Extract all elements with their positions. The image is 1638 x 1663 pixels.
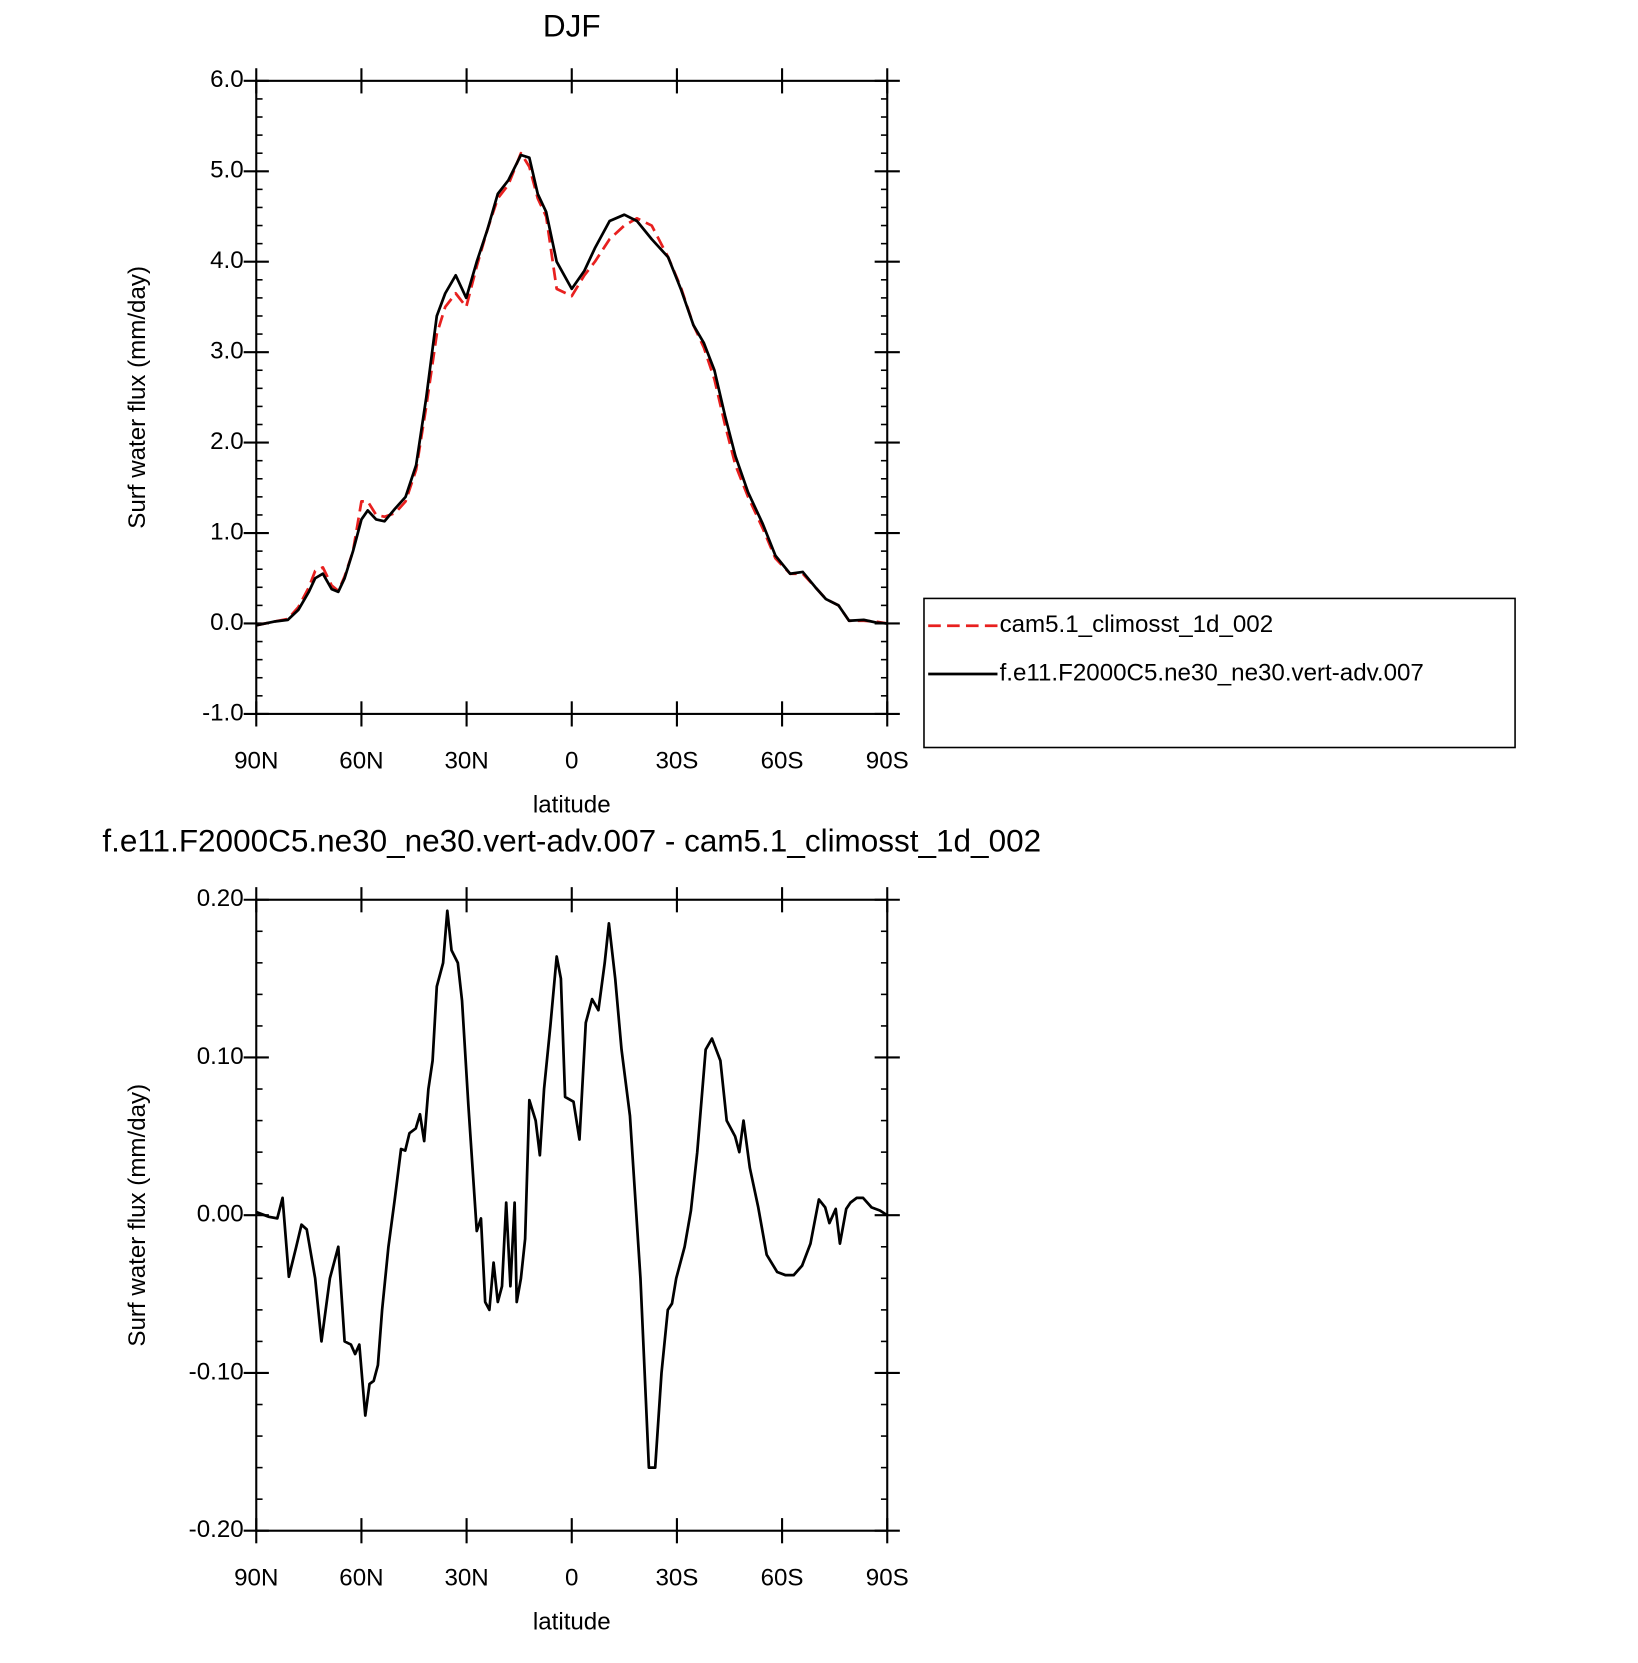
y-tick-label: 3.0 <box>210 338 244 365</box>
y-tick-label: 2.0 <box>210 428 244 455</box>
x-tick-label: 0 <box>565 1564 578 1591</box>
x-tick-label: 30S <box>655 1564 698 1591</box>
y-tick-label: 6.0 <box>210 66 244 93</box>
y-axis-label: Surf water flux (mm/day) <box>124 266 151 529</box>
y-tick-label: 0.0 <box>210 609 244 636</box>
x-tick-label: 90S <box>866 1564 909 1591</box>
x-tick-label: 90S <box>866 748 909 775</box>
y-tick-label: 0.10 <box>197 1043 244 1070</box>
data-line <box>255 153 888 627</box>
plot-frame <box>255 898 889 1532</box>
y-tick-label: -1.0 <box>202 699 244 726</box>
y-tick-label: 4.0 <box>210 247 244 274</box>
plot-frame <box>255 79 889 715</box>
y-tick-label: -0.10 <box>189 1358 244 1385</box>
legend-label: f.e11.F2000C5.ne30_ne30.vert-adv.007 <box>1000 659 1424 686</box>
x-tick-label: 60S <box>761 1564 804 1591</box>
x-axis-label: latitude <box>533 792 611 819</box>
y-tick-label: 0.20 <box>197 885 244 912</box>
data-line <box>255 909 888 1469</box>
y-tick-label: 0.00 <box>197 1201 244 1228</box>
x-tick-label: 30N <box>444 1564 488 1591</box>
legend-label: cam5.1_climosst_1d_002 <box>1000 611 1274 638</box>
x-axis-label: latitude <box>533 1608 611 1635</box>
x-tick-label: 60N <box>339 1564 383 1591</box>
x-tick-label: 90N <box>234 1564 278 1591</box>
y-tick-label: -0.20 <box>189 1516 244 1543</box>
y-axis-label: Surf water flux (mm/day) <box>124 1084 151 1347</box>
x-tick-label: 30S <box>655 748 698 775</box>
x-tick-label: 60N <box>339 748 383 775</box>
x-tick-label: 30N <box>444 748 488 775</box>
legend-box <box>923 597 1516 749</box>
y-tick-label: 5.0 <box>210 157 244 184</box>
y-tick-label: 1.0 <box>210 518 244 545</box>
x-tick-label: 90N <box>234 748 278 775</box>
x-tick-label: 60S <box>761 748 804 775</box>
chart-title: DJF <box>543 8 601 44</box>
x-tick-label: 0 <box>565 748 578 775</box>
chart-title: f.e11.F2000C5.ne30_ne30.vert-adv.007 - c… <box>102 822 1041 858</box>
